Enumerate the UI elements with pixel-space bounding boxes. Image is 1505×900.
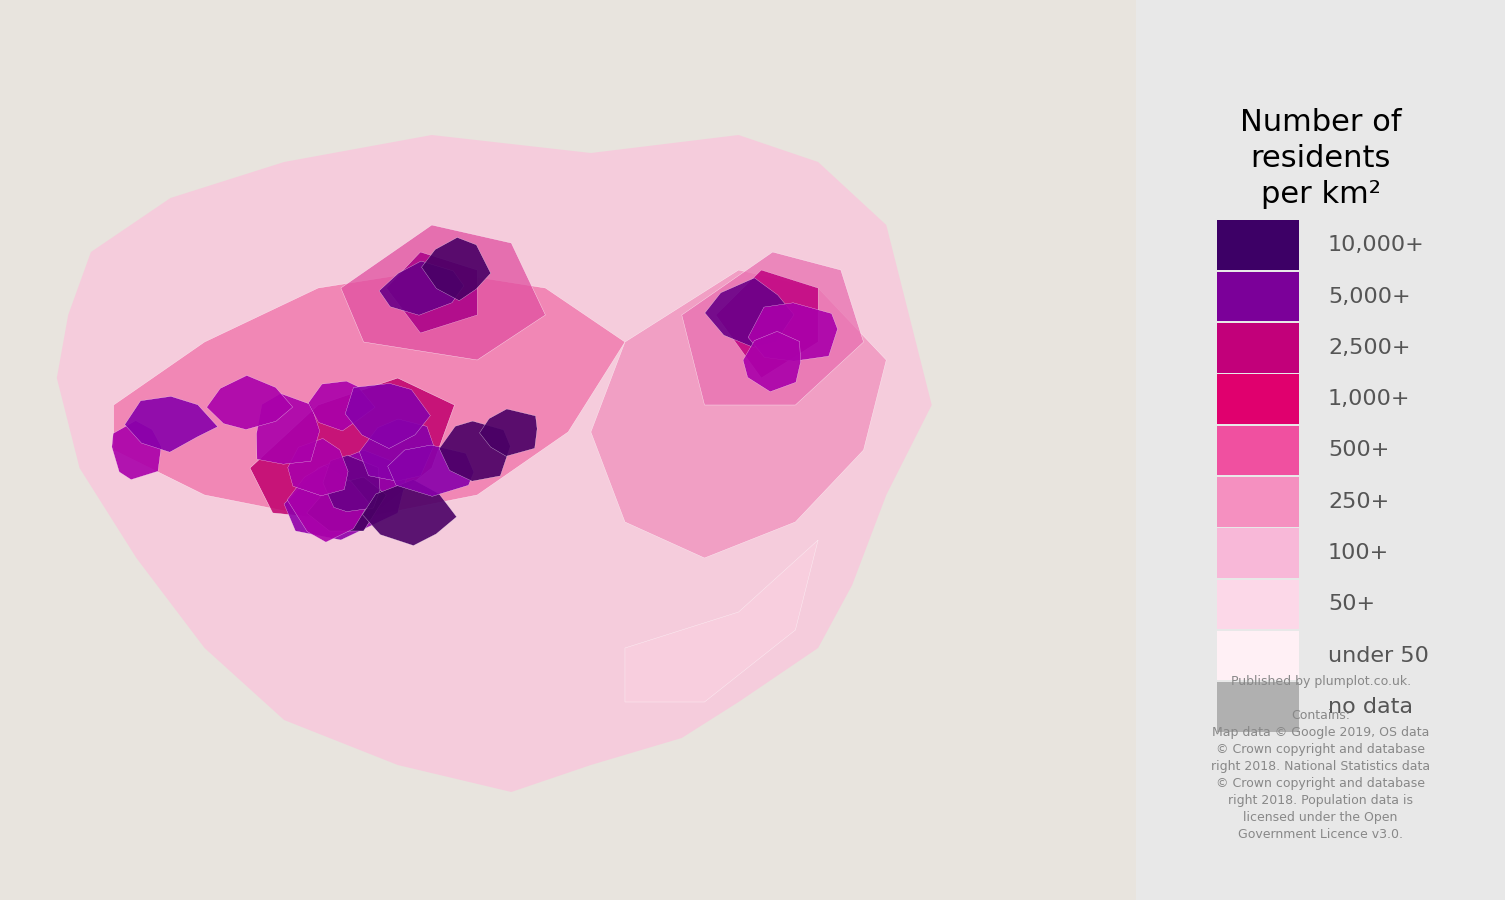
Text: 500+: 500+ <box>1327 440 1389 461</box>
Polygon shape <box>363 480 456 545</box>
Polygon shape <box>439 421 510 482</box>
Bar <box>1218 272 1299 321</box>
Polygon shape <box>743 331 801 392</box>
Bar <box>1218 220 1299 270</box>
Polygon shape <box>111 420 161 480</box>
Polygon shape <box>625 540 819 702</box>
Polygon shape <box>57 135 932 792</box>
Polygon shape <box>125 396 218 452</box>
Polygon shape <box>704 278 795 347</box>
Text: Number of
residents
per km²: Number of residents per km² <box>1240 108 1401 209</box>
Polygon shape <box>379 261 464 315</box>
Polygon shape <box>284 450 409 540</box>
Polygon shape <box>287 465 369 542</box>
Polygon shape <box>324 455 381 511</box>
Polygon shape <box>256 393 319 464</box>
Polygon shape <box>206 375 292 429</box>
Polygon shape <box>682 252 864 405</box>
Bar <box>1218 528 1299 578</box>
Bar <box>1218 631 1299 680</box>
Text: 100+: 100+ <box>1327 543 1389 563</box>
Polygon shape <box>421 238 491 301</box>
Bar <box>1218 426 1299 475</box>
Polygon shape <box>716 270 819 378</box>
Polygon shape <box>345 383 430 448</box>
Bar <box>1218 477 1299 526</box>
Text: 2,500+: 2,500+ <box>1327 338 1410 358</box>
Polygon shape <box>360 419 433 482</box>
Bar <box>1218 682 1299 732</box>
Text: 5,000+: 5,000+ <box>1327 286 1410 307</box>
Polygon shape <box>307 477 387 531</box>
Bar <box>1218 323 1299 373</box>
Text: 50+: 50+ <box>1327 594 1376 615</box>
Text: 10,000+: 10,000+ <box>1327 235 1425 256</box>
Text: under 50: under 50 <box>1327 645 1428 666</box>
Polygon shape <box>480 409 537 456</box>
Text: 1,000+: 1,000+ <box>1327 389 1410 410</box>
Text: Published by plumplot.co.uk.

Contains:
Map data © Google 2019, OS data
© Crown : Published by plumplot.co.uk. Contains: M… <box>1212 675 1430 841</box>
Polygon shape <box>309 381 375 431</box>
Text: no data: no data <box>1327 697 1413 717</box>
Bar <box>1218 374 1299 424</box>
Polygon shape <box>287 438 348 496</box>
Polygon shape <box>388 445 474 497</box>
Polygon shape <box>387 252 477 333</box>
Polygon shape <box>591 270 886 558</box>
Polygon shape <box>340 225 545 360</box>
Polygon shape <box>250 378 455 522</box>
Bar <box>1218 580 1299 629</box>
Polygon shape <box>748 302 838 361</box>
Polygon shape <box>114 270 625 522</box>
Text: 250+: 250+ <box>1327 491 1389 512</box>
